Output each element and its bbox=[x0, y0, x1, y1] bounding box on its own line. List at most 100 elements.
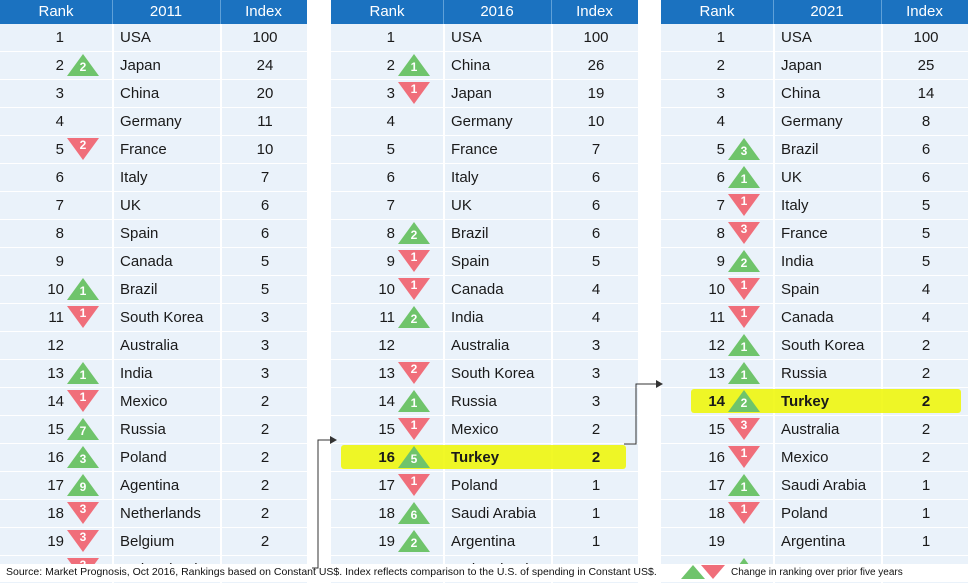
rank-change-value: 7 bbox=[80, 424, 87, 438]
index-cell: 2 bbox=[260, 421, 270, 438]
rank-cell: 5 bbox=[716, 141, 725, 158]
index-cell: 4 bbox=[921, 309, 931, 326]
table-row: 3 1 Japan 19 bbox=[331, 80, 638, 108]
rank-up-icon: 3 bbox=[67, 446, 99, 468]
header-index: Index bbox=[245, 3, 282, 20]
index-cell: 6 bbox=[921, 141, 931, 158]
rank-cell: 8 bbox=[386, 225, 395, 242]
country-cell: Italy bbox=[120, 169, 148, 186]
table-row: 5 France 7 bbox=[331, 136, 638, 164]
index-cell: 25 bbox=[917, 57, 935, 74]
column-divider bbox=[220, 24, 222, 584]
source-note: Source: Market Prognosis, Oct 2016, Rank… bbox=[6, 566, 657, 578]
rank-up-icon: 1 bbox=[728, 362, 760, 384]
table-row: 14 2 Turkey 2 bbox=[661, 388, 968, 416]
country-cell: Russia bbox=[781, 365, 827, 382]
rank-down-icon: 1 bbox=[728, 306, 760, 328]
rank-cell: 12 bbox=[708, 337, 725, 354]
index-cell: 6 bbox=[260, 225, 270, 242]
index-cell: 26 bbox=[587, 57, 605, 74]
index-cell: 10 bbox=[256, 141, 274, 158]
rank-up-icon: 1 bbox=[728, 166, 760, 188]
table-row: 11 2 India 4 bbox=[331, 304, 638, 332]
country-cell: India bbox=[451, 309, 484, 326]
table-row: 8 Spain 6 bbox=[0, 220, 307, 248]
rank-cell: 14 bbox=[708, 393, 725, 410]
country-cell: Belgium bbox=[120, 533, 175, 550]
rank-cell: 10 bbox=[47, 281, 64, 298]
header-index: Index bbox=[906, 3, 943, 20]
header-divider bbox=[881, 0, 882, 24]
table-row: 15 7 Russia 2 bbox=[0, 416, 307, 444]
arrowhead bbox=[330, 436, 337, 444]
header-rank: Rank bbox=[699, 3, 735, 20]
table-row: 5 2 France 10 bbox=[0, 136, 307, 164]
country-cell: Agentina bbox=[120, 477, 180, 494]
rank-cell: 3 bbox=[386, 85, 395, 102]
index-cell: 5 bbox=[921, 225, 931, 242]
source-footer: Source: Market Prognosis, Oct 2016, Rank… bbox=[0, 564, 974, 582]
country-cell: Mexico bbox=[451, 421, 499, 438]
header-year: 2011 bbox=[149, 3, 183, 20]
country-cell: Saudi Arabia bbox=[781, 477, 867, 494]
rank-change-value: 1 bbox=[411, 250, 418, 264]
country-cell: USA bbox=[781, 29, 812, 46]
table-row: 4 Germany 10 bbox=[331, 108, 638, 136]
rank-down-icon: 1 bbox=[398, 418, 430, 440]
ranking-table-2016: Rank 2016 Index 1 USA 100 2 1 China 26 3 1 Japan 19 4 G… bbox=[331, 0, 638, 584]
ranking-table-2021: Rank 2021 Index 1 USA 100 2 Japan 25 3 China 14 4 Ger… bbox=[661, 0, 968, 584]
rank-cell: 13 bbox=[708, 365, 725, 382]
table-row: 8 2 Brazil 6 bbox=[331, 220, 638, 248]
header-rank: Rank bbox=[38, 3, 74, 20]
rank-cell: 1 bbox=[55, 29, 64, 46]
connector-arrow-2016-2021 bbox=[624, 383, 656, 445]
rank-cell: 17 bbox=[378, 477, 395, 494]
country-cell: France bbox=[781, 225, 828, 242]
country-cell: Canada bbox=[781, 309, 834, 326]
rank-change-value: 2 bbox=[411, 312, 418, 326]
table-row: 17 9 Agentina 2 bbox=[0, 472, 307, 500]
table-row: 15 1 Mexico 2 bbox=[331, 416, 638, 444]
index-cell: 2 bbox=[260, 505, 270, 522]
index-cell: 2 bbox=[260, 477, 270, 494]
rank-up-icon: 1 bbox=[398, 390, 430, 412]
index-cell: 7 bbox=[591, 141, 601, 158]
index-cell: 20 bbox=[256, 85, 274, 102]
country-cell: Japan bbox=[781, 57, 822, 74]
header-divider bbox=[551, 0, 552, 24]
index-cell: 6 bbox=[921, 169, 931, 186]
index-cell: 6 bbox=[591, 169, 601, 186]
table-row: 19 3 Belgium 2 bbox=[0, 528, 307, 556]
index-cell: 4 bbox=[921, 281, 931, 298]
country-cell: Poland bbox=[451, 477, 498, 494]
index-cell: 1 bbox=[591, 533, 601, 550]
country-cell: UK bbox=[120, 197, 141, 214]
rank-change-value: 3 bbox=[80, 452, 87, 466]
rank-cell: 17 bbox=[708, 477, 725, 494]
table-row: 9 2 India 5 bbox=[661, 248, 968, 276]
country-cell: USA bbox=[451, 29, 482, 46]
country-cell: UK bbox=[451, 197, 472, 214]
country-cell: Spain bbox=[120, 225, 159, 242]
rank-cell: 12 bbox=[47, 337, 64, 354]
rank-change-value: 3 bbox=[741, 222, 748, 236]
rank-cell: 11 bbox=[379, 309, 395, 326]
rank-change-value: 1 bbox=[741, 278, 748, 292]
column-divider bbox=[112, 24, 114, 584]
rank-cell: 5 bbox=[55, 141, 64, 158]
index-cell: 2 bbox=[921, 365, 931, 382]
country-cell: Italy bbox=[451, 169, 479, 186]
rank-down-icon: 1 bbox=[398, 278, 430, 300]
country-cell: India bbox=[781, 253, 814, 270]
rank-change-value: 1 bbox=[741, 340, 748, 354]
table-row: 16 1 Mexico 2 bbox=[661, 444, 968, 472]
country-cell: Australia bbox=[120, 337, 179, 354]
rank-change-value: 1 bbox=[411, 82, 418, 96]
index-cell: 8 bbox=[921, 113, 931, 130]
rank-cell: 8 bbox=[55, 225, 64, 242]
table-row: 7 UK 6 bbox=[331, 192, 638, 220]
rank-cell: 18 bbox=[47, 505, 64, 522]
index-cell: 1 bbox=[921, 505, 931, 522]
index-cell: 4 bbox=[591, 309, 601, 326]
table-row: 2 Japan 25 bbox=[661, 52, 968, 80]
